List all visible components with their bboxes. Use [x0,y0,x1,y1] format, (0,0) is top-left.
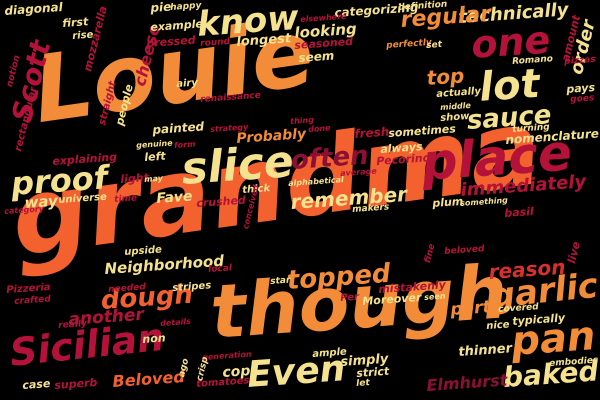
word-crushed: crushed [195,193,247,210]
word-topped: topped [285,258,392,296]
word-pie: pie [149,0,172,16]
word-reason: reason [487,254,567,284]
word-case: case [21,377,51,392]
word-diagonal: diagonal [3,0,64,19]
word-seen: seen [423,291,446,302]
word-slice: slice [179,136,296,195]
word-live: live [565,240,584,265]
word-fresh: fresh [353,124,390,141]
word-non: non [141,331,167,346]
word-typically: typically [511,311,566,328]
word-seem: seem [297,48,335,65]
word-fave: Fave [155,188,193,207]
word-local: local [207,263,233,275]
word-time: time [113,193,138,205]
word-may: may [143,173,164,184]
word-show: show [439,110,470,124]
word-done: done [307,123,331,134]
word-details: details [159,316,192,328]
word-longest: longest [235,31,292,50]
word-part: part [449,297,492,320]
word-nice: nice [485,319,510,332]
word-star: star [269,275,291,287]
word-stripes: stripes [171,280,212,294]
word-seasoned: seasoned [293,34,354,52]
word-goes: goes [569,93,595,105]
word-crafted: crafted [13,294,52,307]
word-left: left [143,149,167,164]
word-example: example [149,17,204,34]
word-airy: airy [175,77,199,90]
word-top: top [425,63,466,90]
word-painted: painted [151,119,205,137]
word-basil: basil [503,204,535,220]
word-beloved: Beloved [111,366,186,391]
word-pressed: pressed [145,33,196,50]
word-pizzas: pizzas [563,54,596,67]
word-superb: superb [53,376,98,392]
word-first: first [61,15,89,30]
word-pecorino: Pecorino [375,151,431,168]
word-plum: plum [431,194,464,210]
word-per: Per [339,291,360,304]
word-elmhurst: Elmhurst [425,370,508,395]
word-ago: ago [177,357,192,379]
word-set: set [425,39,443,51]
word-thinner: thinner [457,341,513,360]
word-form: form [173,139,196,150]
word-tomatoes: tomatoes [195,375,250,390]
word-romano: Romano [511,54,554,67]
word-strict: strict [355,364,390,380]
word-let: let [355,378,371,389]
